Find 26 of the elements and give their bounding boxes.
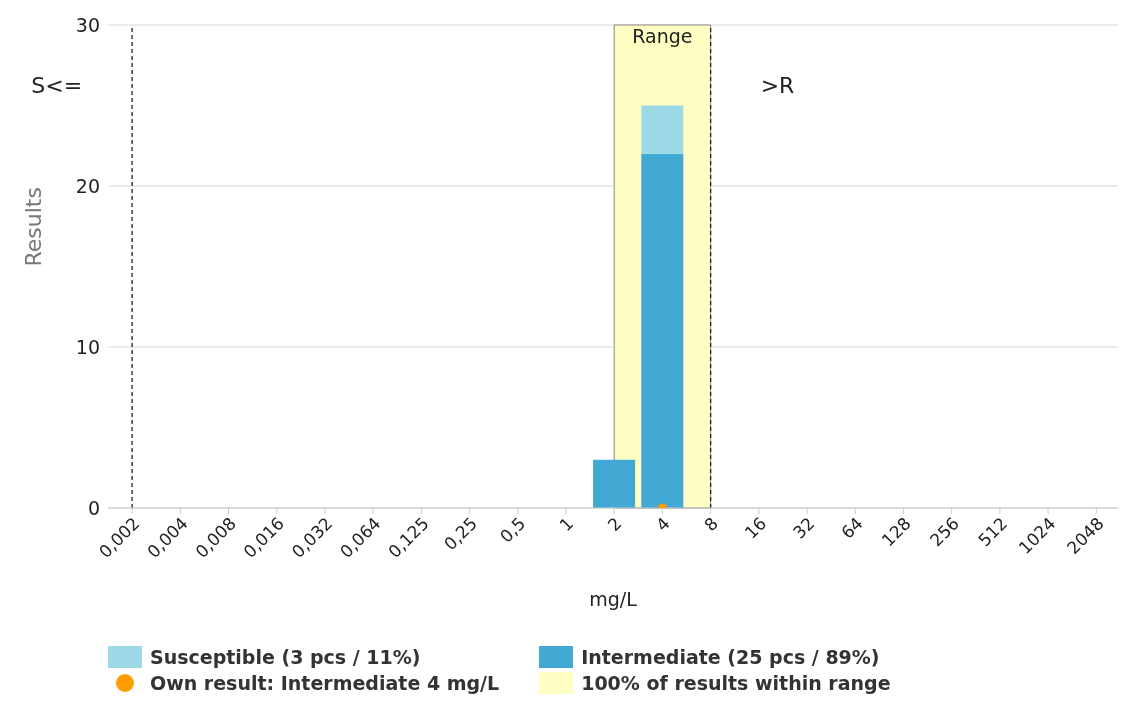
- text: 100% of results within range: [581, 672, 891, 694]
- bar: [593, 459, 636, 508]
- x-tick-label: 0,5: [495, 513, 530, 547]
- x-tick-label: 512: [974, 513, 1012, 551]
- ref-line-label: S<=: [31, 72, 83, 98]
- y-tick-label: 0: [87, 496, 100, 519]
- x-tick-label: 1: [555, 513, 578, 536]
- legend-label: Own result: Intermediate 4 mg/L: [150, 672, 500, 694]
- x-tick-label: 32: [788, 513, 819, 543]
- x-tick-label: 2: [603, 513, 626, 536]
- x-axis-title: mg/L: [589, 588, 638, 610]
- y-tick-label: 10: [75, 335, 100, 358]
- legend-label: Intermediate (25 pcs / 89%): [581, 646, 880, 668]
- y-tick-label: 30: [75, 13, 100, 36]
- ref-line-label: >R: [760, 72, 795, 98]
- x-tick-label: 128: [877, 513, 915, 551]
- bar: [641, 153, 684, 508]
- bar: [641, 105, 684, 154]
- x-tick-label: 64: [837, 513, 867, 543]
- legend-label: Susceptible (3 pcs / 11%): [150, 646, 421, 668]
- y-tick-label: 20: [75, 174, 100, 197]
- x-tick-label: 16: [740, 513, 771, 543]
- x-tick-label: 8: [700, 513, 722, 536]
- band-label: Range: [632, 25, 693, 48]
- x-tick-label: 4: [651, 513, 674, 536]
- y-axis-title: Results: [20, 187, 46, 267]
